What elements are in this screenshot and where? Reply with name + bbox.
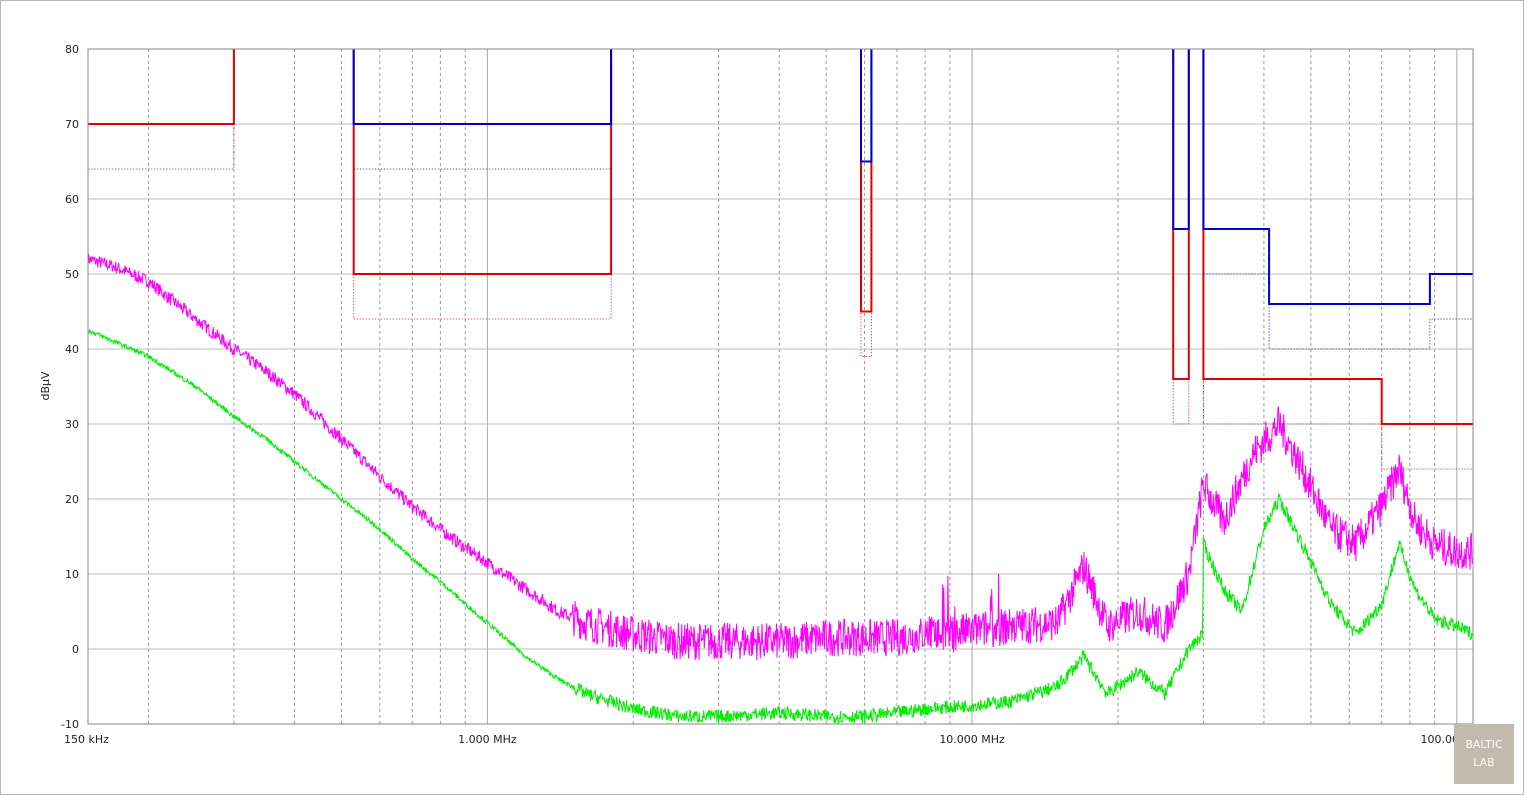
- y-tick-label: 20: [65, 493, 79, 506]
- limit-line: [352, 49, 1473, 305]
- x-tick-label: 1.000 MHz: [458, 733, 517, 746]
- y-tick-label: 50: [65, 268, 79, 281]
- grid: [88, 48, 1473, 725]
- y-tick-label: 70: [65, 118, 79, 131]
- limit-line-average: [88, 49, 1473, 470]
- y-tick-label: 40: [65, 343, 79, 356]
- limit-lines: [88, 49, 1473, 470]
- y-tick-label: 10: [65, 568, 79, 581]
- y-tick-label: 60: [65, 193, 79, 206]
- logo-line-1: BALTIC: [1465, 738, 1503, 751]
- baltic-lab-logo: BALTIC LAB: [1454, 724, 1514, 784]
- y-tick-label: 30: [65, 418, 79, 431]
- y-tick-label: 80: [65, 43, 79, 56]
- y-tick-label: -10: [61, 718, 79, 731]
- logo-line-2: LAB: [1473, 756, 1495, 769]
- limit-line: [88, 49, 1473, 425]
- x-tick-label: 10.000 MHz: [939, 733, 1005, 746]
- peak-trace: [87, 253, 1474, 661]
- x-tick-label: 150 kHz: [64, 733, 109, 746]
- y-tick-labels: -10 0 10 20 30 40 50 60 70 80: [61, 43, 79, 731]
- limit-line-average: [353, 168, 1473, 350]
- plot-area-border: [87, 48, 1474, 725]
- y-tick-label: 0: [72, 643, 79, 656]
- average-trace: [87, 328, 1474, 724]
- y-axis-label: dBµV: [39, 371, 52, 401]
- measurement-traces: [87, 253, 1474, 724]
